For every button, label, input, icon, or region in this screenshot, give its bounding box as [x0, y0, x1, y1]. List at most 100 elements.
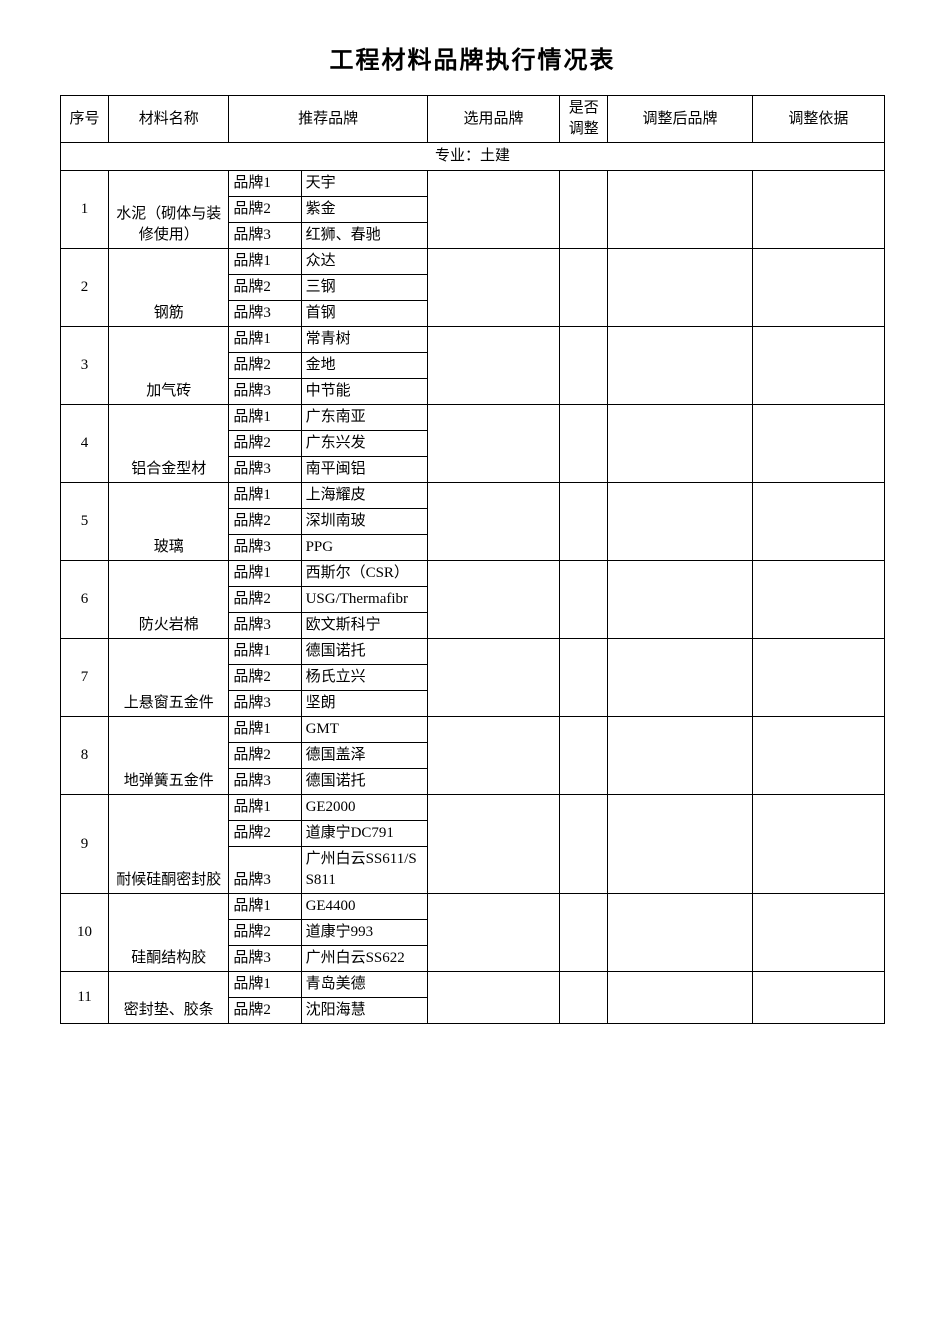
- after-cell: [608, 972, 752, 1024]
- after-cell: [608, 639, 752, 717]
- brand-value-cell: PPG: [301, 535, 427, 561]
- brand-value-cell: 三钢: [301, 275, 427, 301]
- brand-value-cell: 广州白云SS611/SS811: [301, 847, 427, 894]
- brand-label-cell: 品牌2: [229, 587, 301, 613]
- basis-cell: [752, 249, 884, 327]
- material-name-cell: 钢筋: [109, 249, 229, 327]
- table-row: 3加气砖品牌1常青树: [61, 327, 885, 353]
- table-row: 10硅酮结构胶品牌1GE4400: [61, 894, 885, 920]
- brand-value-cell: 欧文斯科宁: [301, 613, 427, 639]
- brand-label-cell: 品牌1: [229, 327, 301, 353]
- basis-cell: [752, 894, 884, 972]
- selected-cell: [427, 972, 559, 1024]
- selected-cell: [427, 483, 559, 561]
- brand-value-cell: GE2000: [301, 795, 427, 821]
- materials-table: 序号 材料名称 推荐品牌 选用品牌 是否调整 调整后品牌 调整依据 专业：土建 …: [60, 95, 885, 1024]
- section-label: 专业：土建: [61, 143, 885, 171]
- after-cell: [608, 717, 752, 795]
- brand-label-cell: 品牌2: [229, 431, 301, 457]
- brand-value-cell: 金地: [301, 353, 427, 379]
- seq-cell: 3: [61, 327, 109, 405]
- table-row: 1水泥（砌体与装修使用）品牌1天宇: [61, 171, 885, 197]
- brand-label-cell: 品牌1: [229, 483, 301, 509]
- brand-value-cell: GE4400: [301, 894, 427, 920]
- brand-label-cell: 品牌1: [229, 249, 301, 275]
- brand-label-cell: 品牌2: [229, 821, 301, 847]
- brand-value-cell: 道康宁993: [301, 920, 427, 946]
- table-row: 6防火岩棉品牌1西斯尔（CSR）: [61, 561, 885, 587]
- table-header-row: 序号 材料名称 推荐品牌 选用品牌 是否调整 调整后品牌 调整依据: [61, 96, 885, 143]
- material-name-cell: 铝合金型材: [109, 405, 229, 483]
- col-seq: 序号: [61, 96, 109, 143]
- brand-label-cell: 品牌3: [229, 691, 301, 717]
- seq-cell: 9: [61, 795, 109, 894]
- brand-value-cell: 天宇: [301, 171, 427, 197]
- brand-label-cell: 品牌3: [229, 457, 301, 483]
- col-basis: 调整依据: [752, 96, 884, 143]
- brand-value-cell: 杨氏立兴: [301, 665, 427, 691]
- brand-label-cell: 品牌2: [229, 665, 301, 691]
- brand-value-cell: 首钢: [301, 301, 427, 327]
- brand-value-cell: 德国诺托: [301, 769, 427, 795]
- brand-label-cell: 品牌1: [229, 639, 301, 665]
- brand-value-cell: GMT: [301, 717, 427, 743]
- selected-cell: [427, 171, 559, 249]
- adjust-cell: [560, 717, 608, 795]
- table-row: 11密封垫、胶条品牌1青岛美德: [61, 972, 885, 998]
- brand-label-cell: 品牌3: [229, 946, 301, 972]
- table-row: 4铝合金型材品牌1广东南亚: [61, 405, 885, 431]
- basis-cell: [752, 972, 884, 1024]
- selected-cell: [427, 795, 559, 894]
- brand-value-cell: 广州白云SS622: [301, 946, 427, 972]
- basis-cell: [752, 795, 884, 894]
- brand-label-cell: 品牌2: [229, 275, 301, 301]
- adjust-cell: [560, 483, 608, 561]
- seq-cell: 8: [61, 717, 109, 795]
- brand-label-cell: 品牌3: [229, 769, 301, 795]
- brand-value-cell: 上海耀皮: [301, 483, 427, 509]
- basis-cell: [752, 171, 884, 249]
- brand-label-cell: 品牌1: [229, 795, 301, 821]
- adjust-cell: [560, 171, 608, 249]
- brand-value-cell: 道康宁DC791: [301, 821, 427, 847]
- table-row: 5玻璃品牌1上海耀皮: [61, 483, 885, 509]
- brand-value-cell: 红狮、春驰: [301, 223, 427, 249]
- after-cell: [608, 795, 752, 894]
- table-row: 9耐候硅酮密封胶品牌1GE2000: [61, 795, 885, 821]
- material-name-cell: 加气砖: [109, 327, 229, 405]
- material-name-cell: 硅酮结构胶: [109, 894, 229, 972]
- seq-cell: 4: [61, 405, 109, 483]
- basis-cell: [752, 717, 884, 795]
- seq-cell: 1: [61, 171, 109, 249]
- adjust-cell: [560, 405, 608, 483]
- brand-label-cell: 品牌3: [229, 847, 301, 894]
- material-name-cell: 玻璃: [109, 483, 229, 561]
- brand-value-cell: 青岛美德: [301, 972, 427, 998]
- table-row: 2钢筋品牌1众达: [61, 249, 885, 275]
- brand-label-cell: 品牌2: [229, 920, 301, 946]
- brand-label-cell: 品牌3: [229, 535, 301, 561]
- brand-label-cell: 品牌2: [229, 353, 301, 379]
- after-cell: [608, 561, 752, 639]
- after-cell: [608, 327, 752, 405]
- brand-label-cell: 品牌2: [229, 197, 301, 223]
- seq-cell: 2: [61, 249, 109, 327]
- material-name-cell: 耐候硅酮密封胶: [109, 795, 229, 894]
- brand-label-cell: 品牌2: [229, 998, 301, 1024]
- brand-value-cell: USG/Thermafibr: [301, 587, 427, 613]
- seq-cell: 7: [61, 639, 109, 717]
- brand-value-cell: 沈阳海慧: [301, 998, 427, 1024]
- basis-cell: [752, 327, 884, 405]
- selected-cell: [427, 327, 559, 405]
- brand-label-cell: 品牌2: [229, 743, 301, 769]
- brand-label-cell: 品牌2: [229, 509, 301, 535]
- brand-label-cell: 品牌3: [229, 379, 301, 405]
- selected-cell: [427, 639, 559, 717]
- brand-label-cell: 品牌1: [229, 894, 301, 920]
- selected-cell: [427, 561, 559, 639]
- after-cell: [608, 405, 752, 483]
- selected-cell: [427, 717, 559, 795]
- adjust-cell: [560, 795, 608, 894]
- brand-value-cell: 深圳南玻: [301, 509, 427, 535]
- brand-label-cell: 品牌1: [229, 717, 301, 743]
